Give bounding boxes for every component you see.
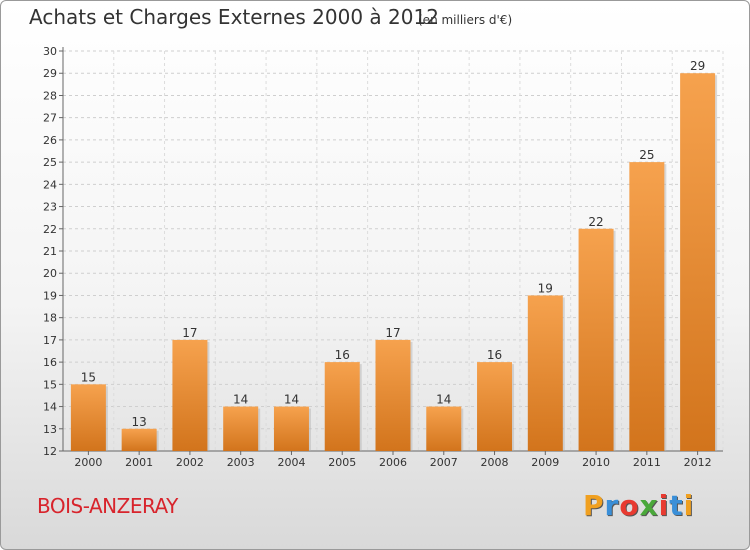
y-tick-label: 23 [43, 201, 57, 214]
y-tick-label: 26 [43, 134, 57, 147]
y-tick-label: 18 [43, 312, 57, 325]
chart-subtitle: (en milliers d'€) [418, 13, 513, 27]
x-tick-label: 2003 [227, 456, 255, 469]
bar-value-label: 16 [335, 348, 350, 362]
bar-value-label: 29 [690, 59, 705, 73]
x-tick-label: 2002 [176, 456, 204, 469]
x-tick-label: 2009 [531, 456, 559, 469]
bar [578, 228, 614, 451]
logo-letter: P [583, 489, 605, 522]
bar-value-label: 19 [538, 281, 553, 295]
bar [172, 339, 208, 451]
y-tick-label: 17 [43, 334, 57, 347]
bar-value-label: 17 [182, 326, 197, 340]
bar-value-label: 14 [436, 393, 451, 407]
y-tick-label: 24 [43, 178, 57, 191]
bar-value-label: 15 [81, 370, 96, 384]
y-tick-label: 22 [43, 223, 57, 236]
bar [527, 295, 563, 451]
bar [680, 73, 716, 451]
y-tick-label: 14 [43, 401, 57, 414]
bar-value-label: 22 [588, 215, 603, 229]
bar-value-label: 14 [284, 393, 299, 407]
bar [70, 384, 106, 451]
bar-value-label: 14 [233, 393, 248, 407]
x-tick-label: 2006 [379, 456, 407, 469]
x-tick-label: 2012 [684, 456, 712, 469]
logo-letter: i [683, 489, 695, 522]
y-tick-label: 27 [43, 112, 57, 125]
bar-value-label: 17 [385, 326, 400, 340]
y-tick-label: 30 [43, 45, 57, 58]
logo-letter: x [639, 489, 659, 522]
logo-letter: o [619, 489, 640, 522]
chart-title: Achats et Charges Externes 2000 à 2012 [29, 5, 439, 29]
y-tick-label: 16 [43, 356, 57, 369]
bar [223, 406, 259, 451]
y-tick-label: 28 [43, 89, 57, 102]
x-tick-label: 2011 [633, 456, 661, 469]
proxiti-logo: Proxiti [583, 489, 694, 522]
y-tick-label: 13 [43, 423, 57, 436]
bar [121, 428, 157, 451]
x-tick-label: 2007 [430, 456, 458, 469]
bar [629, 162, 665, 451]
bar [324, 362, 360, 451]
bar [375, 339, 411, 451]
y-tick-label: 19 [43, 289, 57, 302]
y-tick-label: 25 [43, 156, 57, 169]
x-tick-label: 2005 [328, 456, 356, 469]
location-name: BOIS-ANZERAY [37, 494, 178, 518]
y-tick-label: 15 [43, 378, 57, 391]
logo-letter: t [669, 489, 684, 522]
bar [477, 362, 513, 451]
x-tick-label: 2001 [125, 456, 153, 469]
logo-letter: r [604, 489, 620, 522]
bar-value-label: 13 [132, 415, 147, 429]
x-tick-label: 2010 [582, 456, 610, 469]
x-tick-label: 2004 [277, 456, 305, 469]
bar [273, 406, 309, 451]
y-tick-label: 21 [43, 245, 57, 258]
logo-letter: i [658, 489, 670, 522]
bar-value-label: 16 [487, 348, 502, 362]
y-tick-label: 20 [43, 267, 57, 280]
bar-value-label: 25 [639, 148, 654, 162]
y-tick-label: 12 [43, 445, 57, 458]
y-tick-label: 29 [43, 67, 57, 80]
x-tick-label: 2000 [74, 456, 102, 469]
bar [426, 406, 462, 451]
x-tick-label: 2008 [481, 456, 509, 469]
bars [70, 73, 718, 451]
labels: 12 13 14 15 16 17 18 19 20 21 22 23 24 25 26 27 28 29 30 15… [43, 45, 712, 469]
